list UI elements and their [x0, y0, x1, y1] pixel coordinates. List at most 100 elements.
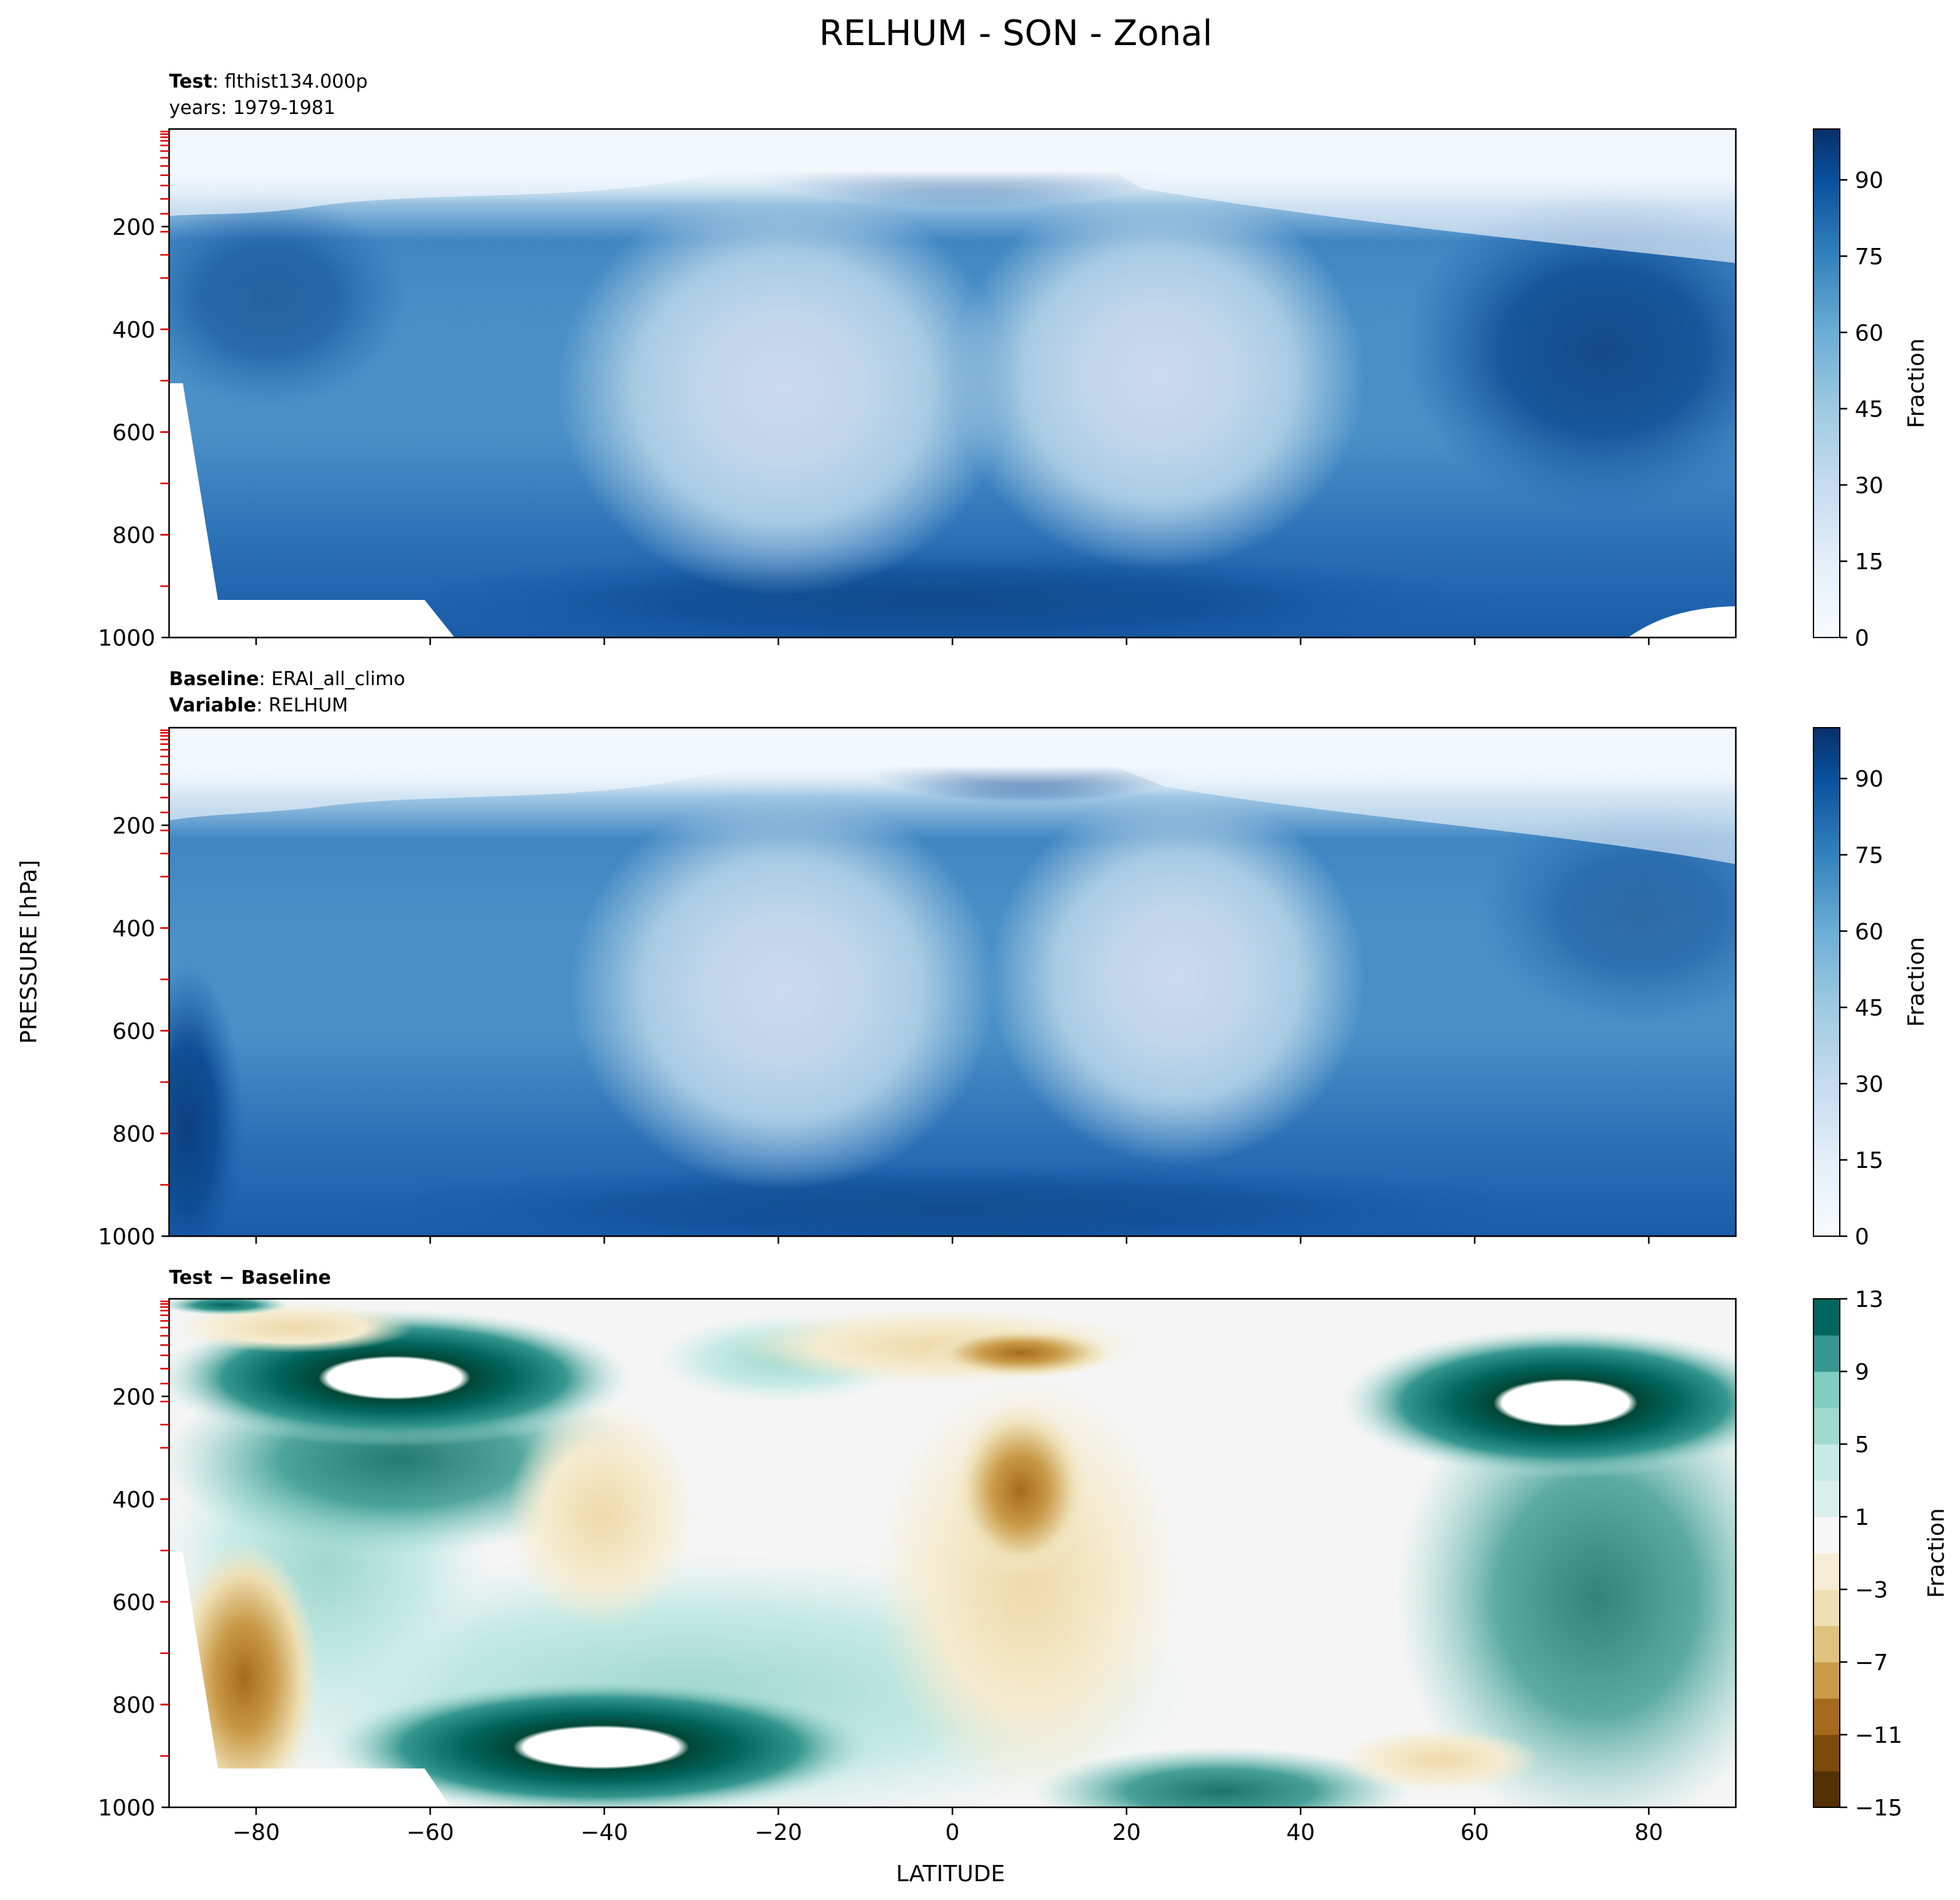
- colorbar-tick-label: 13: [1855, 1287, 1884, 1313]
- panel-test-field: [169, 129, 1736, 638]
- diff-teal-surface: [1033, 1747, 1409, 1807]
- baseline-dark-left: [169, 964, 244, 1236]
- baseline-top-fade-shape: [169, 728, 1736, 864]
- y-tick-label: 200: [112, 1385, 155, 1410]
- test-missing-arctic: [1628, 606, 1736, 638]
- colorbar-tick-label: 0: [1855, 626, 1869, 651]
- y-tick-label: 800: [112, 1122, 155, 1147]
- test-dark-surface: [376, 545, 1503, 638]
- colorbar-tick-label: −11: [1855, 1723, 1902, 1748]
- y-tick-label: 1000: [98, 1224, 155, 1250]
- colorbar-level: [1813, 1553, 1840, 1590]
- test-dark-right-upper: [1403, 188, 1736, 514]
- panel-difference-y-ticks: 200 400 600 800 1000: [98, 1385, 169, 1821]
- colorbar-level: [1813, 1408, 1840, 1445]
- panel-test-label-1-bold: Test: [169, 71, 212, 93]
- y-tick-label: 600: [112, 1019, 155, 1045]
- colorbar-level: [1813, 1698, 1840, 1735]
- panel-baseline-label-2: Variable: RELHUM: [169, 694, 348, 716]
- x-tick-label: 80: [1634, 1820, 1663, 1846]
- panel-test-label-2-text: years: 1979-1981: [169, 97, 336, 119]
- colorbar-tick-label: 9: [1855, 1360, 1869, 1385]
- panel-baseline-field: [169, 728, 1736, 1236]
- colorbar-tick-label: 30: [1855, 473, 1884, 498]
- y-tick-label: 1000: [98, 1795, 155, 1821]
- colorbar-tick-label: 90: [1855, 168, 1884, 194]
- colorbar-tick-label: 15: [1855, 549, 1884, 575]
- colorbar-tick-label: 45: [1855, 996, 1884, 1021]
- panel-difference-x-ticks: −80 −60 −40 −20 0 20 40 60 80: [232, 1807, 1663, 1846]
- colorbar-level: [1813, 1589, 1840, 1626]
- y-tick-label: 400: [112, 318, 155, 343]
- colorbar-level: [1813, 1735, 1840, 1772]
- baseline-dark-surface: [326, 1159, 1578, 1236]
- panel-baseline-red-ticks: [160, 729, 169, 1186]
- panel-difference-label: Test − Baseline: [169, 1267, 331, 1289]
- colorbar-tick-label: 45: [1855, 397, 1884, 423]
- colorbar-baseline-label: Fraction: [1904, 937, 1929, 1027]
- x-tick-label: 60: [1460, 1820, 1489, 1846]
- x-tick-label: −80: [232, 1820, 280, 1846]
- test-top-fade-shape: [169, 129, 1736, 263]
- test-missing-antarctic: [169, 383, 455, 638]
- panel-baseline-label-1-bold: Baseline: [169, 668, 259, 690]
- panel-difference-field: [169, 1299, 1736, 1807]
- test-light-south: [557, 182, 1008, 595]
- panel-test-label-1-text: : flthist134.000p: [212, 71, 368, 93]
- colorbar-frame: [1813, 1298, 1840, 1808]
- x-tick-label: −20: [755, 1820, 802, 1846]
- y-tick-label: 200: [112, 813, 155, 839]
- colorbar-level: [1813, 1299, 1840, 1336]
- y-tick-label: 400: [112, 916, 155, 942]
- diff-brown-column: [952, 1403, 1090, 1578]
- colorbar-tick-label: −3: [1855, 1577, 1888, 1603]
- y-axis-label: PRESSURE [hPa]: [16, 860, 42, 1044]
- colorbar-tick-label: 75: [1855, 843, 1884, 869]
- diff-tan-south: [507, 1403, 695, 1628]
- diff-tan-column: [877, 1378, 1177, 1791]
- x-tick-label: −40: [580, 1820, 628, 1846]
- baseline-dark-right: [1478, 802, 1736, 1027]
- colorbar-test-ticks: 0 15 30 45 60 75 90: [1840, 168, 1884, 651]
- panel-baseline-y-ticks: 200 400 600 800 1000: [98, 813, 169, 1250]
- panel-difference-label-bold: Test − Baseline: [169, 1267, 331, 1289]
- x-tick-label: 20: [1112, 1820, 1141, 1846]
- panel-baseline-label-1-text: : ERAI_all_climo: [259, 668, 405, 690]
- panel-test: Test: flthist134.000p years: 1979-1981 2…: [98, 71, 1929, 651]
- diff-green-lower: [326, 1678, 877, 1807]
- colorbar-difference-bar: [1813, 1298, 1840, 1808]
- colorbar-tick-label: 15: [1855, 1148, 1884, 1174]
- diff-tan-arctic: [1340, 1728, 1540, 1791]
- colorbar-tick-label: 5: [1855, 1432, 1869, 1458]
- panel-test-label-1: Test: flthist134.000p: [169, 71, 368, 93]
- colorbar-tick-label: 60: [1855, 321, 1884, 346]
- diff-missing-antarctic: [169, 1552, 451, 1807]
- colorbar-difference-ticks: 13 9 5 1 −3 −7 −11 −15: [1840, 1287, 1902, 1821]
- panel-baseline-label-2-bold: Variable: [169, 694, 256, 716]
- y-tick-label: 400: [112, 1487, 155, 1513]
- colorbar-tick-label: 30: [1855, 1071, 1884, 1097]
- colorbar-tick-label: 90: [1855, 767, 1884, 792]
- test-dark-left-upper: [169, 194, 407, 407]
- y-tick-label: 1000: [98, 626, 155, 651]
- colorbar-tick-label: 60: [1855, 919, 1884, 945]
- colorbar-level: [1813, 1371, 1840, 1408]
- diff-green-toprow: [169, 1299, 288, 1315]
- colorbar-baseline-ticks: 0 15 30 45 60 75 90: [1840, 767, 1884, 1250]
- colorbar-level: [1813, 1480, 1840, 1517]
- colorbar-test-label: Fraction: [1904, 338, 1929, 428]
- panel-test-y-ticks: 200 400 600 800 1000: [98, 215, 169, 651]
- diff-tan-toprow: [175, 1303, 413, 1353]
- y-tick-label: 800: [112, 523, 155, 549]
- y-tick-label: 600: [112, 1590, 155, 1616]
- diff-green-upper-north: [1340, 1328, 1736, 1478]
- x-tick-label: −60: [406, 1820, 454, 1846]
- baseline-light-north: [989, 789, 1365, 1165]
- baseline-light-south: [570, 789, 996, 1190]
- y-tick-label: 600: [112, 420, 155, 446]
- colorbar-tick-label: −7: [1855, 1650, 1888, 1676]
- colorbar-tick-label: 0: [1855, 1224, 1869, 1250]
- colorbar-level: [1813, 1517, 1840, 1554]
